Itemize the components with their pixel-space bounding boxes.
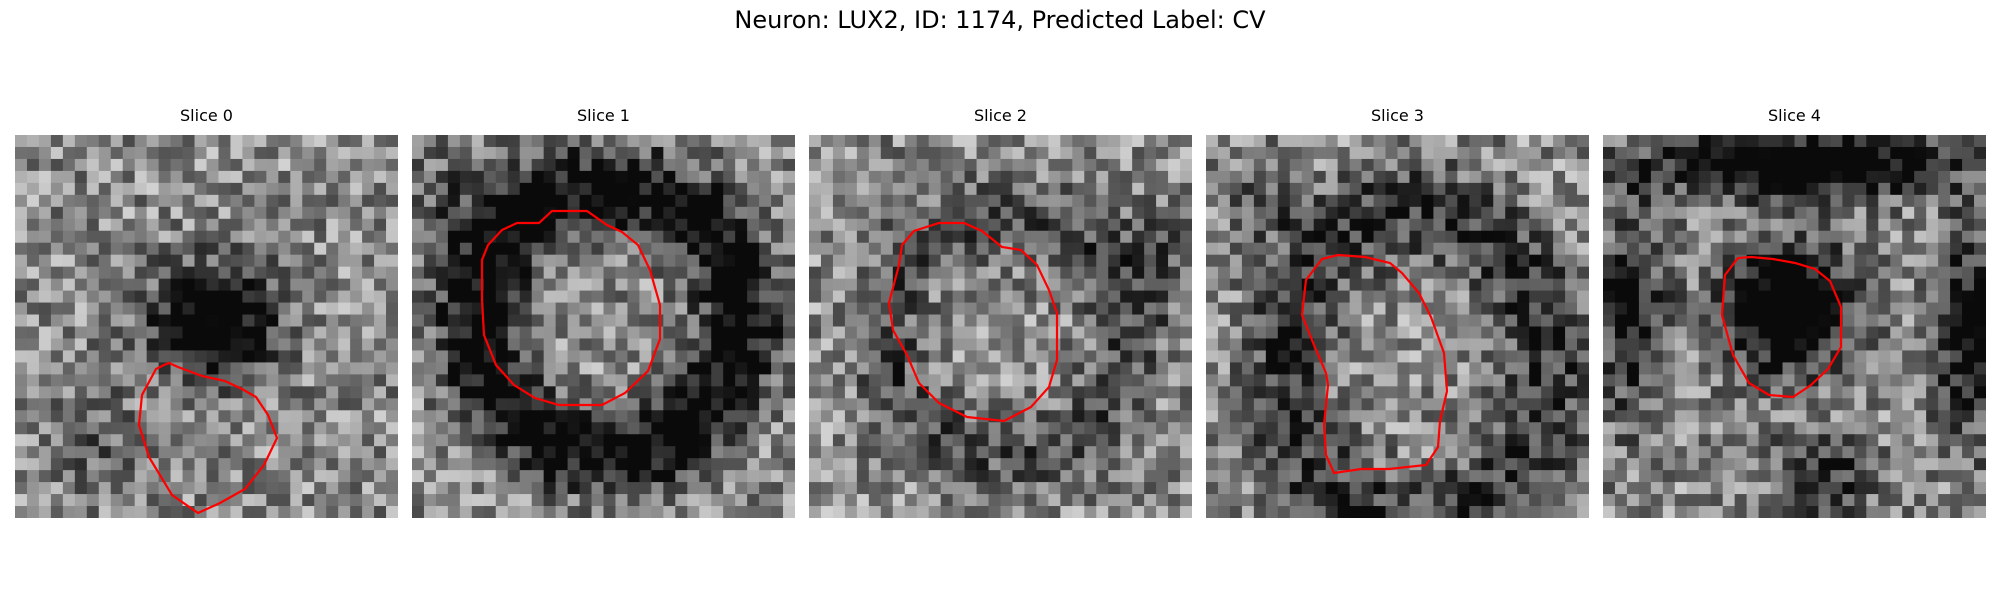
segmentation-contour [887,221,1059,423]
slice-svg [1206,135,1589,518]
slice-svg [809,135,1192,518]
slice-title: Slice 4 [1768,106,1821,125]
slice-title: Slice 2 [974,106,1027,125]
grayscale-pixels [809,135,1192,518]
grayscale-pixels [412,135,795,518]
segmentation-contour [1300,253,1449,475]
grayscale-pixels [1206,135,1589,518]
segmentation-contour [137,361,279,515]
slice-panel-1: Slice 1 [412,104,795,518]
slice-panel-0: Slice 0 [15,104,398,518]
segmentation-contour [480,209,662,407]
grayscale-pixels [1603,135,1986,518]
slice-svg [412,135,795,518]
slice-title: Slice 0 [180,106,233,125]
grayscale-pixels [15,135,398,518]
slice-svg [15,135,398,518]
slice-title: Slice 1 [577,106,630,125]
slice-svg [1603,135,1986,518]
slice-image [1603,135,1986,518]
slice-image [1206,135,1589,518]
slice-image [809,135,1192,518]
figure-title: Neuron: LUX2, ID: 1174, Predicted Label:… [734,6,1266,34]
slice-panel-3: Slice 3 [1206,104,1589,518]
segmentation-contour [1720,255,1843,399]
slice-panel-2: Slice 2 [809,104,1192,518]
slice-image [412,135,795,518]
slice-image [15,135,398,518]
slice-title: Slice 3 [1371,106,1424,125]
slice-panel-4: Slice 4 [1603,104,1986,518]
